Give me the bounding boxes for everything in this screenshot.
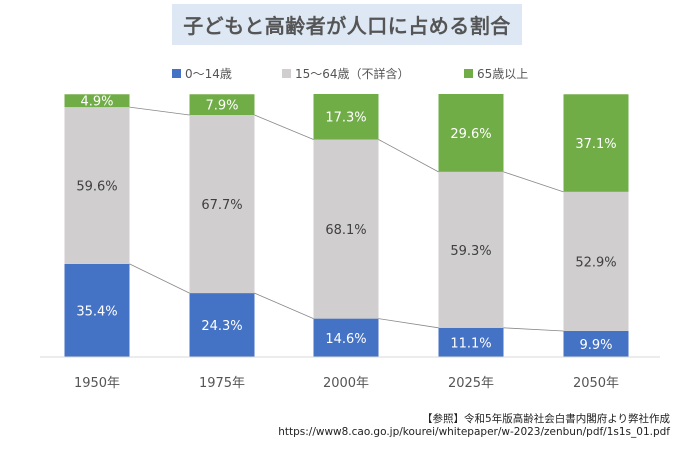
legend-label: 65歳以上 bbox=[477, 67, 529, 81]
bar-segment bbox=[313, 139, 379, 319]
legend-item-0-14: 0～14歳 bbox=[172, 65, 232, 82]
x-tick-label: 1975年 bbox=[199, 376, 245, 391]
legend-swatch bbox=[282, 69, 291, 78]
series-connector-line bbox=[254, 292, 314, 319]
bar-segment bbox=[563, 191, 629, 331]
series-connector-line bbox=[378, 318, 439, 329]
bar-segment bbox=[189, 293, 255, 357]
bar-segment bbox=[313, 318, 379, 357]
data-label: 29.6% bbox=[450, 127, 491, 142]
data-label: 35.4% bbox=[76, 304, 117, 319]
legend-label: 15～64歳（不詳含） bbox=[295, 67, 410, 81]
series-connector-line bbox=[129, 263, 190, 294]
bar-segment bbox=[563, 330, 629, 357]
footnote-source: 【参照】令和5年版高齢社会白書内閣府より弊社作成 bbox=[422, 413, 670, 425]
data-label: 59.3% bbox=[450, 244, 491, 259]
chart-title: 子どもと高齢者が人口に占める割合 bbox=[183, 14, 511, 38]
x-tick-label: 1950年 bbox=[74, 376, 120, 391]
bar-segment bbox=[438, 327, 504, 357]
bar-segment bbox=[189, 94, 255, 116]
data-label: 14.6% bbox=[325, 332, 366, 347]
data-label: 9.9% bbox=[579, 338, 612, 353]
data-label: 67.7% bbox=[201, 198, 242, 213]
x-tick-label: 2050年 bbox=[573, 376, 619, 391]
data-label: 68.1% bbox=[325, 223, 366, 238]
legend-label: 0～14歳 bbox=[185, 67, 232, 81]
series-connector-line bbox=[129, 106, 190, 116]
series-connector-line bbox=[254, 114, 314, 140]
data-label: 24.3% bbox=[201, 319, 242, 334]
bar-segment bbox=[438, 171, 504, 328]
bar-segment bbox=[563, 94, 629, 192]
footnote-url: https://www8.cao.go.jp/kourei/whitepaper… bbox=[278, 426, 670, 438]
legend-swatch bbox=[172, 69, 181, 78]
bar-segment bbox=[64, 107, 130, 264]
series-connector-line bbox=[503, 171, 564, 193]
legend-item-65plus: 65歳以上 bbox=[464, 65, 528, 82]
data-label: 59.6% bbox=[76, 180, 117, 195]
bar-segment bbox=[64, 263, 130, 357]
data-label: 52.9% bbox=[575, 255, 616, 270]
series-connector-line bbox=[378, 139, 439, 173]
bar-segment bbox=[313, 94, 379, 140]
bar-segment bbox=[189, 115, 255, 294]
chart-title-box: 子どもと高齢者が人口に占める割合 bbox=[172, 4, 522, 45]
data-label: 11.1% bbox=[450, 336, 491, 351]
data-label: 17.3% bbox=[325, 111, 366, 126]
x-tick-label: 2025年 bbox=[448, 376, 494, 391]
series-connector-line bbox=[503, 327, 564, 332]
bar-segment bbox=[64, 94, 130, 108]
bar-segment bbox=[438, 94, 504, 172]
legend-item-15-64: 15～64歳（不詳含） bbox=[282, 65, 410, 82]
legend-swatch bbox=[464, 69, 473, 78]
data-label: 7.9% bbox=[205, 99, 238, 114]
data-label: 4.9% bbox=[80, 95, 113, 110]
x-tick-label: 2000年 bbox=[323, 376, 369, 391]
data-label: 37.1% bbox=[575, 137, 616, 152]
